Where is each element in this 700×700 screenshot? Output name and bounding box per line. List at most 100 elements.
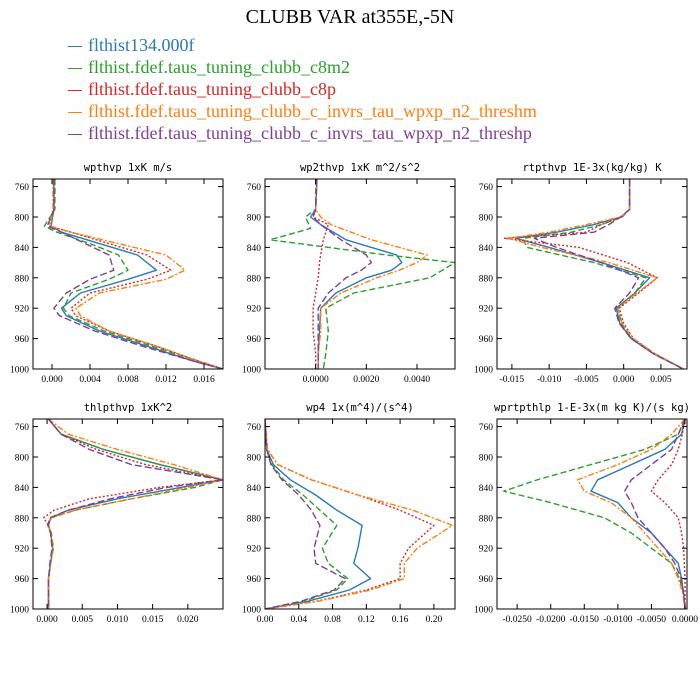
y-tick-label: 760	[479, 423, 494, 433]
series-line	[507, 179, 684, 369]
plot-frame	[496, 418, 688, 610]
y-tick-label: 800	[15, 214, 30, 224]
y-tick-label: 800	[247, 214, 262, 224]
y-tick-label: 880	[247, 514, 262, 524]
series-line	[312, 179, 373, 369]
series-line	[47, 419, 223, 609]
panel-title: wp4 1x(m^4)/(s^4)	[306, 402, 413, 414]
legend-label: flthist134.000f	[88, 35, 195, 55]
y-tick-label: 840	[15, 244, 30, 254]
plot-frame	[496, 178, 688, 370]
legend-item: flthist.fdef.taus_tuning_clubb_c8m2	[68, 56, 537, 78]
y-tick-label: 880	[479, 274, 494, 284]
series-line	[650, 419, 686, 609]
x-tick-label: 0.015	[142, 615, 164, 625]
y-tick-label: 920	[15, 545, 30, 555]
figure-title: CLUBB VAR at355E,-5N	[245, 6, 455, 28]
series-line	[47, 419, 223, 609]
y-tick-label: 960	[247, 335, 262, 345]
x-tick-label: -0.0100	[603, 615, 633, 625]
y-tick-label: 880	[15, 274, 30, 284]
x-tick-label: -0.005	[574, 375, 599, 385]
y-tick-label: 960	[479, 575, 494, 585]
series-line	[43, 179, 223, 369]
legend-item: flthist134.000f	[68, 34, 537, 56]
legend-item: flthist.fdef.taus_tuning_clubb_c_invrs_t…	[68, 100, 537, 122]
y-tick-label: 960	[15, 575, 30, 585]
x-tick-label: 0.000	[41, 375, 63, 385]
y-tick-label: 880	[15, 514, 30, 524]
series-line	[533, 179, 684, 369]
y-tick-label: 840	[247, 484, 262, 494]
x-tick-label: 0.020	[177, 615, 199, 625]
panel: rtpthvp 1E-3x(kg/kg) K 760 800 840 880 920 960…	[474, 162, 688, 385]
series-line	[514, 179, 684, 369]
x-tick-label: 0.0040	[404, 375, 430, 385]
y-tick-label: 800	[15, 454, 30, 464]
y-tick-label: 840	[479, 244, 494, 254]
panel: wpthvp 1xK m/s 760 800 840 880 920 960 1000 0.00…	[10, 162, 224, 385]
series-line	[265, 419, 454, 609]
y-tick-label: 1000	[242, 366, 261, 376]
x-tick-label: 0.000	[613, 375, 635, 385]
series-line	[265, 419, 435, 609]
x-tick-label: -0.0050	[637, 615, 667, 625]
series-line	[265, 419, 346, 609]
y-tick-label: 760	[479, 183, 494, 193]
panel-title: wp2thvp 1xK m^2/s^2	[300, 162, 420, 174]
y-tick-label: 960	[15, 335, 30, 345]
x-tick-label: 0.0020	[353, 375, 379, 385]
y-tick-label: 760	[15, 423, 30, 433]
series-line	[576, 419, 686, 609]
x-tick-label: 0.16	[392, 615, 409, 625]
y-tick-label: 1000	[474, 606, 493, 616]
series-line	[522, 179, 684, 369]
x-tick-label: 0.04	[290, 615, 307, 625]
series-line	[265, 419, 349, 609]
y-tick-label: 920	[247, 305, 262, 315]
legend-label: flthist.fdef.taus_tuning_clubb_c8p	[88, 79, 336, 99]
x-tick-label: -0.0150	[570, 615, 600, 625]
series-group	[269, 179, 455, 369]
y-tick-label: 840	[479, 484, 494, 494]
y-tick-label: 800	[247, 454, 262, 464]
series-line	[42, 419, 223, 609]
series-line	[47, 419, 223, 609]
legend-label: flthist.fdef.taus_tuning_clubb_c_invrs_t…	[88, 123, 532, 143]
series-group	[265, 419, 454, 609]
y-tick-label: 920	[479, 305, 494, 315]
series-group	[42, 419, 223, 609]
y-tick-label: 800	[479, 454, 494, 464]
legend-item: flthist.fdef.taus_tuning_clubb_c8p	[68, 78, 537, 100]
y-tick-label: 760	[15, 183, 30, 193]
x-tick-label: -0.015	[500, 375, 525, 385]
y-tick-label: 920	[479, 545, 494, 555]
y-tick-label: 840	[247, 244, 262, 254]
y-tick-label: 960	[479, 335, 494, 345]
panel-title: thlpthvp 1xK^2	[84, 402, 173, 414]
legend-swatch	[68, 112, 82, 114]
x-tick-label: 0.12	[358, 615, 375, 625]
x-tick-label: 0.005	[650, 375, 672, 385]
legend-item: flthist.fdef.taus_tuning_clubb_c_invrs_t…	[68, 122, 537, 144]
y-tick-label: 1000	[10, 366, 29, 376]
y-tick-label: 760	[247, 423, 262, 433]
plot-frame	[264, 178, 456, 370]
series-group	[503, 419, 686, 609]
panel: thlpthvp 1xK^2 760 800 840 880 920 960 1000 0.00…	[10, 402, 224, 625]
x-tick-label: 0.012	[155, 375, 177, 385]
panel: wprtpthlp 1-E-3x(m kg K)/(s kg)760 800 840…	[474, 402, 698, 625]
x-tick-label: 0.004	[79, 375, 101, 385]
series-line	[269, 179, 455, 369]
y-tick-label: 840	[15, 484, 30, 494]
panel-title: wprtpthlp 1-E-3x(m kg K)/(s kg)	[494, 402, 690, 414]
x-tick-label: 0.0000	[303, 375, 329, 385]
series-line	[503, 179, 684, 369]
legend-swatch	[68, 134, 82, 136]
series-group	[43, 179, 223, 369]
x-tick-label: 0.20	[426, 615, 443, 625]
x-tick-label: 0.0000	[672, 615, 698, 625]
series-line	[315, 179, 428, 369]
series-line	[503, 419, 686, 609]
